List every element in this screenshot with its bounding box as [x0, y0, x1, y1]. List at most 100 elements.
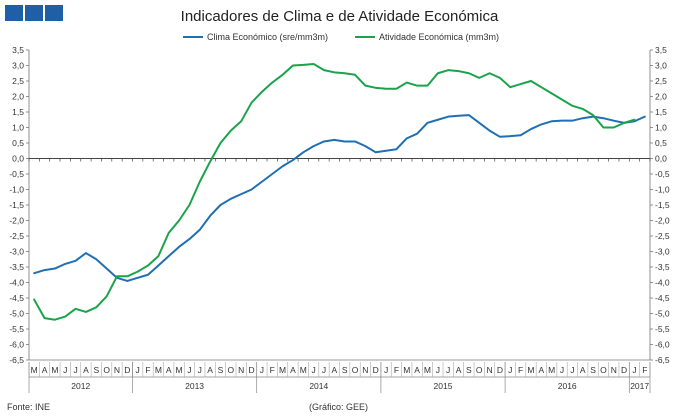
y-tick-label-right: -6,0 [655, 340, 670, 350]
y-tick-label-right: 2,0 [655, 92, 667, 102]
y-tick-label-left: 1,5 [12, 107, 24, 117]
x-month-label: M [403, 365, 410, 375]
x-year-label: 2016 [558, 381, 577, 391]
y-tick-label-left: -4,5 [9, 293, 24, 303]
y-tick-label-right: 1,5 [655, 107, 667, 117]
series-line-atividade [33, 62, 636, 321]
x-month-label: D [248, 365, 254, 375]
x-month-label: A [331, 365, 337, 375]
y-tick-label-left: 3,5 [12, 45, 24, 55]
y-tick-label-left: 1,0 [12, 123, 24, 133]
x-month-label: A [414, 365, 420, 375]
x-month-label: J [73, 365, 77, 375]
x-month-label: J [508, 365, 512, 375]
x-month-label: D [497, 365, 503, 375]
x-month-label: M [176, 365, 183, 375]
logo-block-1 [5, 5, 23, 21]
x-month-label: O [228, 365, 235, 375]
y-tick-label-right: -4,0 [655, 278, 670, 288]
x-year-label: 2015 [434, 381, 453, 391]
x-month-label: J [187, 365, 191, 375]
x-month-label: J [632, 365, 636, 375]
legend-swatch-atividade [355, 36, 375, 38]
y-tick-label-right: -3,0 [655, 247, 670, 257]
x-month-label: J [436, 365, 440, 375]
x-month-label: N [114, 365, 120, 375]
logo-block-3 [45, 5, 63, 21]
y-tick-label-left: 0,0 [12, 154, 24, 164]
logo-block-2 [25, 5, 43, 21]
x-month-label: D [124, 365, 130, 375]
x-month-label: M [155, 365, 162, 375]
chart-legend: Clima Económico (sre/mm3m) Atividade Eco… [0, 32, 679, 46]
x-month-label: M [279, 365, 286, 375]
series-line-clima [33, 114, 646, 282]
x-month-label: N [238, 365, 244, 375]
x-month-label: J [136, 365, 140, 375]
credit-note: (Gráfico: GEE) [309, 402, 369, 412]
y-tick-label-left: -3,0 [9, 247, 24, 257]
y-tick-label-left: -3,5 [9, 262, 24, 272]
y-tick-label-left: -1,0 [9, 185, 24, 195]
x-month-label: J [63, 365, 67, 375]
chart-title: Indicadores de Clima e de Atividade Econ… [180, 8, 499, 25]
y-tick-label-left: 2,0 [12, 92, 24, 102]
y-tick-label-left: -1,5 [9, 200, 24, 210]
y-tick-label-right: 0,0 [655, 154, 667, 164]
y-tick-label-right: -5,5 [655, 324, 670, 334]
y-tick-label-left: -6,5 [9, 355, 24, 365]
x-month-label: O [476, 365, 483, 375]
x-month-label: J [322, 365, 326, 375]
legend-label-atividade: Atividade Económica (mm3m) [379, 32, 500, 42]
x-month-label: A [580, 365, 586, 375]
y-tick-label-left: -0,5 [9, 169, 24, 179]
x-month-label: A [456, 365, 462, 375]
y-tick-label-right: -6,5 [655, 355, 670, 365]
y-tick-label-right: -5,0 [655, 309, 670, 319]
y-tick-label-left: -5,0 [9, 309, 24, 319]
x-year-label: 2017 [630, 381, 649, 391]
x-month-label: F [642, 365, 647, 375]
x-month-label: A [290, 365, 296, 375]
y-tick-label-right: 3,0 [655, 61, 667, 71]
y-tick-label-right: -0,5 [655, 169, 670, 179]
y-tick-label-right: 0,5 [655, 138, 667, 148]
y-tick-label-right: -1,0 [655, 185, 670, 195]
x-month-label: N [611, 365, 617, 375]
x-month-label: M [51, 365, 58, 375]
y-tick-label-left: 2,5 [12, 76, 24, 86]
y-tick-label-right: -3,5 [655, 262, 670, 272]
y-tick-label-left: -5,5 [9, 324, 24, 334]
x-month-label: O [103, 365, 110, 375]
y-tick-label-right: -2,5 [655, 231, 670, 241]
legend-swatch-clima [183, 36, 203, 38]
x-year-label: 2014 [309, 381, 328, 391]
x-month-label: N [362, 365, 368, 375]
y-tick-label-right: 3,5 [655, 45, 667, 55]
x-year-label: 2013 [185, 381, 204, 391]
y-tick-label-right: 1,0 [655, 123, 667, 133]
x-month-label: M [31, 365, 38, 375]
x-month-label: M [548, 365, 555, 375]
y-tick-label-left: 3,0 [12, 61, 24, 71]
x-month-label: F [270, 365, 275, 375]
y-tick-label-left: -6,0 [9, 340, 24, 350]
x-month-label: J [384, 365, 388, 375]
x-month-label: D [621, 365, 627, 375]
x-month-label: O [352, 365, 359, 375]
y-tick-label-right: -1,5 [655, 200, 670, 210]
x-month-label: J [570, 365, 574, 375]
x-month-label: O [600, 365, 607, 375]
y-tick-label-left: -2,5 [9, 231, 24, 241]
x-month-label: M [527, 365, 534, 375]
x-month-label: A [83, 365, 89, 375]
x-month-label: J [260, 365, 264, 375]
legend-item-atividade: Atividade Económica (mm3m) [355, 32, 499, 42]
x-month-label: S [218, 365, 224, 375]
legend-item-clima: Clima Económico (sre/mm3m) [183, 32, 328, 42]
x-month-label: A [42, 365, 48, 375]
y-tick-label-left: -2,0 [9, 216, 24, 226]
x-month-label: S [93, 365, 99, 375]
x-month-label: M [424, 365, 431, 375]
